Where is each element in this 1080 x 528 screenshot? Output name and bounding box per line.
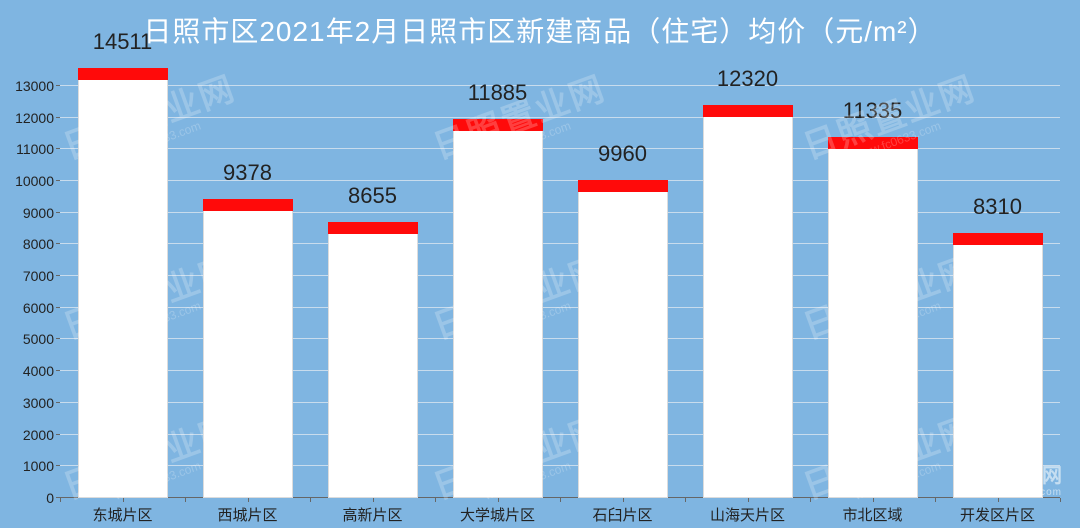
x-tick-mark: [560, 498, 561, 502]
bar: 8655: [328, 224, 418, 498]
y-tick-mark: [56, 117, 60, 118]
bar: 11335: [828, 139, 918, 498]
bar-cap: [328, 222, 418, 234]
y-tick-mark: [56, 465, 60, 466]
bar-value-label: 9378: [223, 160, 272, 186]
y-tick-label: 0: [46, 490, 54, 506]
y-tick-label: 9000: [23, 205, 54, 221]
bar-cap: [453, 119, 543, 131]
x-tick-label: 市北区域: [842, 504, 902, 525]
y-tick-label: 3000: [23, 395, 54, 411]
x-tick-mark: [498, 498, 499, 502]
x-tick-mark: [748, 498, 749, 502]
bar-cap: [78, 68, 168, 80]
y-tick-label: 8000: [23, 236, 54, 252]
grid-line: [60, 117, 1060, 118]
y-tick-label: 12000: [15, 110, 54, 126]
y-tick-mark: [56, 148, 60, 149]
x-tick-mark: [435, 498, 436, 502]
y-tick-label: 7000: [23, 268, 54, 284]
plot-area: 0100020003000400050006000700080009000100…: [60, 70, 1060, 498]
x-tick-mark: [623, 498, 624, 502]
x-tick-label: 石臼片区: [592, 504, 652, 525]
x-tick-mark: [998, 498, 999, 502]
x-tick-label: 大学城片区: [460, 504, 535, 525]
y-tick-mark: [56, 275, 60, 276]
bar-value-label: 11885: [468, 80, 528, 106]
y-tick-label: 4000: [23, 363, 54, 379]
y-tick-label: 11000: [16, 141, 54, 157]
x-tick-mark: [310, 498, 311, 502]
y-tick-label: 1000: [23, 458, 54, 474]
x-tick-mark: [185, 498, 186, 502]
bar-value-label: 8655: [348, 183, 397, 209]
y-tick-mark: [56, 338, 60, 339]
bar: 9378: [203, 201, 293, 498]
y-tick-mark: [56, 243, 60, 244]
y-tick-mark: [56, 402, 60, 403]
x-tick-mark: [123, 498, 124, 502]
x-tick-label: 西城片区: [217, 504, 277, 525]
bar-cap: [203, 199, 293, 211]
x-tick-mark: [685, 498, 686, 502]
bar-cap: [828, 137, 918, 149]
bar-cap: [953, 233, 1043, 245]
grid-line: [60, 85, 1060, 86]
y-tick-label: 13000: [15, 78, 54, 94]
bar-value-label: 8310: [973, 194, 1022, 220]
x-tick-label: 开发区片区: [960, 504, 1035, 525]
x-tick-label: 高新片区: [342, 504, 402, 525]
y-tick-label: 10000: [15, 173, 54, 189]
x-tick-mark: [60, 498, 61, 502]
x-tick-label: 山海天片区: [710, 504, 785, 525]
bar-cap: [703, 105, 793, 117]
x-tick-mark: [248, 498, 249, 502]
x-tick-label: 东城片区: [92, 504, 152, 525]
y-tick-label: 6000: [23, 300, 54, 316]
y-tick-label: 2000: [23, 427, 54, 443]
bar: 11885: [453, 121, 543, 498]
y-tick-mark: [56, 85, 60, 86]
y-tick-mark: [56, 180, 60, 181]
x-tick-mark: [1060, 498, 1061, 502]
bar: 9960: [578, 182, 668, 498]
bar: 8310: [953, 235, 1043, 498]
x-tick-mark: [373, 498, 374, 502]
chart-container: 日照市区2021年2月日照市区新建商品（住宅）均价（元/m²） 01000200…: [0, 0, 1080, 528]
bar-cap: [578, 180, 668, 192]
x-tick-mark: [810, 498, 811, 502]
x-tick-mark: [873, 498, 874, 502]
y-tick-mark: [56, 212, 60, 213]
y-tick-mark: [56, 370, 60, 371]
y-tick-mark: [56, 307, 60, 308]
bar: 14511: [78, 70, 168, 498]
bar-value-label: 14511: [93, 29, 153, 55]
chart-title: 日照市区2021年2月日照市区新建商品（住宅）均价（元/m²）: [0, 10, 1080, 50]
x-tick-mark: [935, 498, 936, 502]
bar: 12320: [703, 107, 793, 498]
bar-value-label: 12320: [717, 66, 778, 92]
bar-value-label: 9960: [598, 141, 647, 167]
y-tick-mark: [56, 434, 60, 435]
bar-value-label: 11335: [843, 98, 903, 124]
y-tick-label: 5000: [23, 331, 54, 347]
